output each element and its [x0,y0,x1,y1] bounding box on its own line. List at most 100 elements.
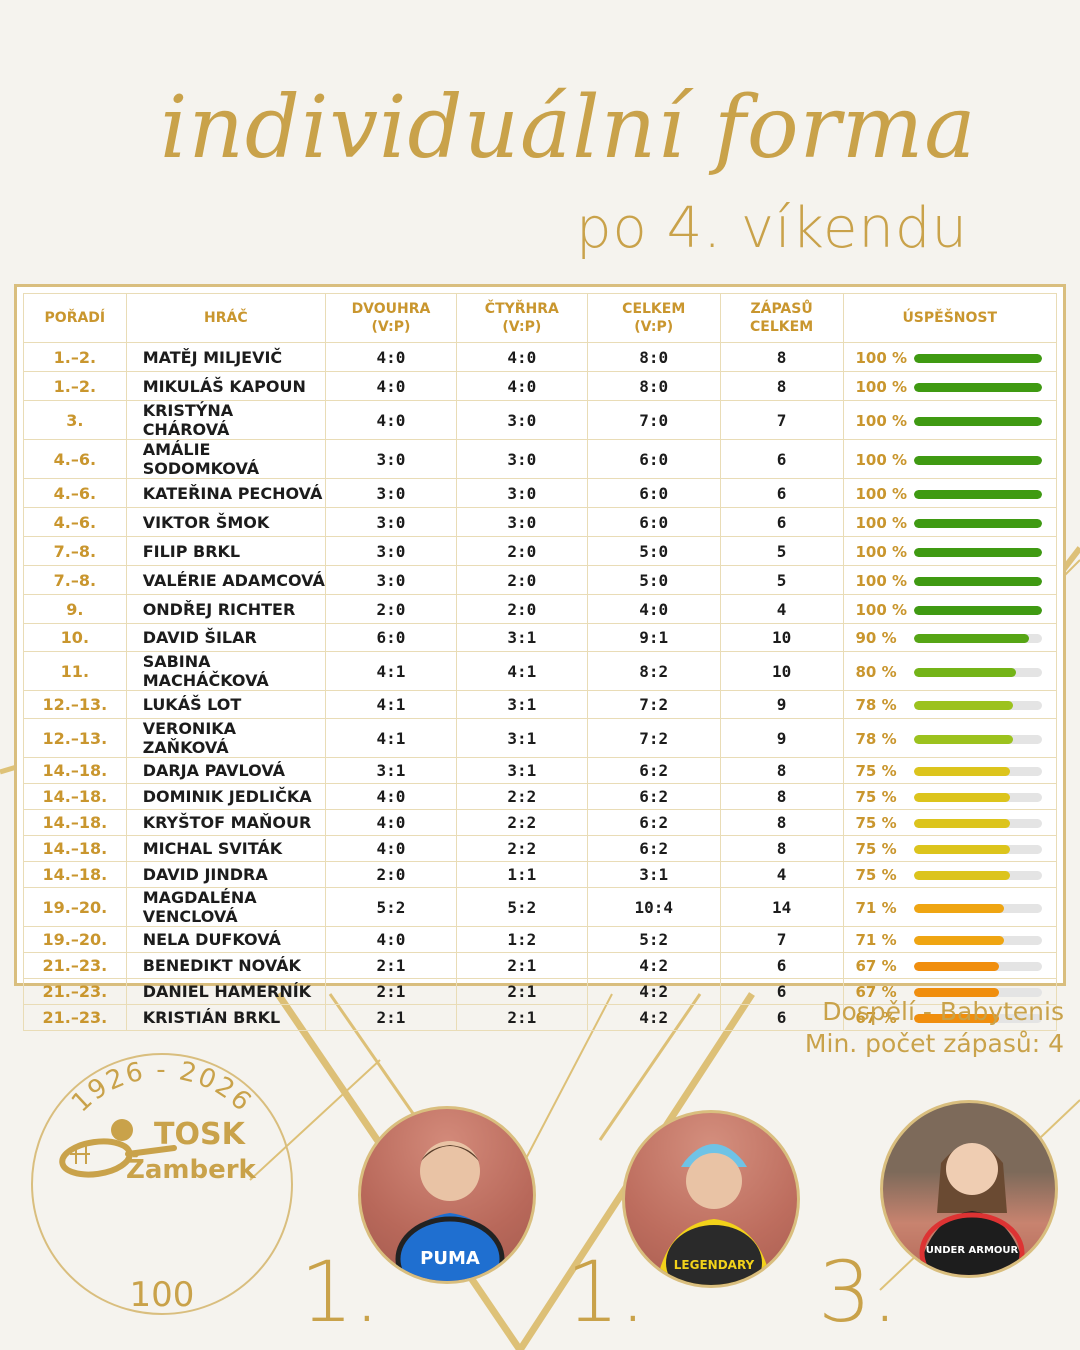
success-bar [913,634,1042,643]
success-bar-fill [913,1014,1000,1023]
doubles-cell: 3:1 [455,718,588,758]
table-body: 1.–2. MATĚJ MILJEVIČ 4:0 4:0 8:0 8 100 % 1.–2. M… [23,342,1057,1031]
success-percent: 80 % [855,662,897,681]
table-header-row: POŘADÍ HRÁČ DVOUHRA (V:P) ČTYŘHRA (V:P) CE… [23,293,1057,343]
success-bar [913,962,1042,971]
success-bar [913,667,1042,677]
success-percent: 67 % [855,957,897,975]
doubles-cell: 2:2 [455,783,588,810]
total-cell: 6:0 [586,439,721,479]
rank-cell: 14.–18. [23,757,127,784]
success-bar-fill [913,962,1000,971]
header-singles: DVOUHRA (V:P) [325,293,457,343]
doubles-cell: 3:0 [455,478,588,508]
success-bar [913,701,1042,710]
success-bar-fill [913,845,1010,854]
header-matches: ZÁPASŮ CELKEM [719,293,844,343]
logo-town: Žamberk [126,1153,257,1185]
success-percent: 71 % [855,898,897,917]
success-bar-fill [913,903,1005,913]
singles-cell: 4:0 [325,371,457,401]
success-cell: 100 % [842,565,1057,595]
total-cell: 4:2 [586,952,721,979]
matches-cell: 6 [719,478,844,508]
success-cell: 100 % [842,478,1057,508]
success-percent: 100 % [855,542,908,561]
singles-cell: 2:1 [325,1004,457,1031]
singles-cell: 4:0 [325,926,457,953]
rank-cell: 4.–6. [23,507,127,537]
success-cell: 100 % [842,400,1057,440]
success-cell: 71 % [842,926,1057,953]
table-row: 19.–20. NELA DUFKOVÁ 4:0 1:2 5:2 7 71 % [23,926,1057,953]
total-cell: 6:0 [586,478,721,508]
success-percent: 71 % [855,931,897,949]
matches-cell: 8 [719,835,844,862]
logo-years: 1926 - 2026 [66,1055,258,1118]
total-cell: 6:2 [586,809,721,836]
matches-cell: 5 [719,536,844,566]
player-name-cell: KRISTIÁN BRKL [125,1004,327,1031]
matches-cell: 14 [719,887,844,927]
singles-cell: 6:0 [325,623,457,652]
player-name-cell: SABINA MACHÁČKOVÁ [125,651,327,691]
success-cell: 75 % [842,783,1057,810]
category-note: Dospělí - Babytenis Min. počet zápasů: 4 [805,996,1064,1060]
success-bar-fill [913,416,1042,426]
singles-cell: 4:1 [325,690,457,719]
success-cell: 75 % [842,835,1057,862]
rank-cell: 14.–18. [23,835,127,862]
success-bar [913,1014,1042,1023]
doubles-cell: 3:1 [455,690,588,719]
success-bar [913,936,1042,945]
success-percent: 100 % [855,513,908,532]
page-subtitle: po 4. víkendu [576,196,968,261]
success-bar-fill [913,871,1010,880]
total-cell: 9:1 [586,623,721,652]
matches-cell: 5 [719,565,844,595]
rank-cell: 10. [23,623,127,652]
rank-cell: 14.–18. [23,809,127,836]
rank-cell: 12.–13. [23,718,127,758]
success-percent: 100 % [855,377,908,396]
success-percent: 100 % [855,411,908,430]
matches-cell: 8 [719,757,844,784]
success-cell: 80 % [842,651,1057,691]
matches-cell: 7 [719,400,844,440]
singles-cell: 4:0 [325,783,457,810]
table-row: 4.–6. VIKTOR ŠMOK 3:0 3:0 6:0 6 100 % [23,507,1057,537]
success-bar-fill [913,576,1042,586]
rank-cell: 3. [23,400,127,440]
doubles-cell: 2:0 [455,565,588,595]
total-cell: 6:0 [586,507,721,537]
total-cell: 5:0 [586,565,721,595]
matches-cell: 8 [719,809,844,836]
success-cell: 100 % [842,439,1057,479]
doubles-cell: 4:0 [455,342,588,372]
success-percent: 90 % [855,629,897,647]
doubles-cell: 2:1 [455,1004,588,1031]
success-cell: 75 % [842,861,1057,888]
doubles-cell: 1:2 [455,926,588,953]
total-cell: 4:0 [586,594,721,624]
rank-cell: 19.–20. [23,887,127,927]
total-cell: 7:2 [586,718,721,758]
table-row: 7.–8. FILIP BRKL 3:0 2:0 5:0 5 100 % [23,536,1057,566]
success-percent: 75 % [855,814,897,832]
rank-cell: 19.–20. [23,926,127,953]
success-cell: 78 % [842,690,1057,719]
table-row: 12.–13. LUKÁŠ LOT 4:1 3:1 7:2 9 78 % [23,690,1057,719]
success-cell: 71 % [842,887,1057,927]
total-cell: 10:4 [586,887,721,927]
rank-cell: 11. [23,651,127,691]
table-row: 21.–23. BENEDIKT NOVÁK 2:1 2:1 4:2 6 67 % [23,952,1057,979]
success-bar-fill [913,455,1042,465]
success-bar [913,353,1042,363]
success-bar-fill [913,547,1042,557]
rank-cell: 14.–18. [23,783,127,810]
doubles-cell: 2:1 [455,952,588,979]
success-bar [913,455,1042,465]
success-cell: 100 % [842,342,1057,372]
player-name-cell: DAVID ŠILAR [125,623,327,652]
matches-cell: 4 [719,861,844,888]
